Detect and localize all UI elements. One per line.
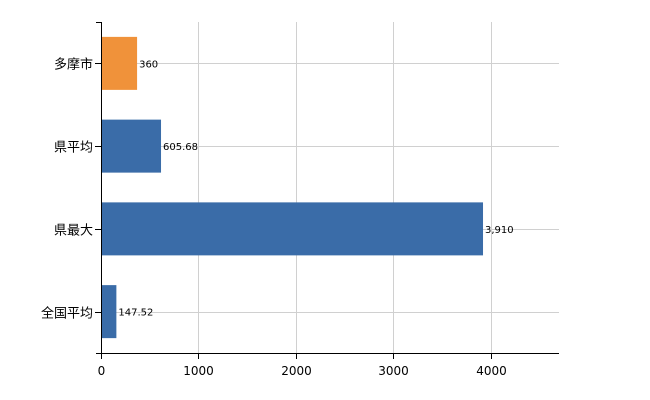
axes (95, 22, 559, 359)
grid-lines (101, 22, 559, 353)
x-tick-label: 2000 (281, 364, 312, 378)
category-label: 全国平均 (41, 306, 93, 322)
category-label: 県最大 (54, 224, 93, 239)
x-tick-label: 3000 (378, 364, 409, 378)
data-label: 360 (139, 59, 158, 70)
bar (102, 285, 117, 339)
data-label: 147.52 (118, 308, 153, 319)
x-tick-label: 4000 (476, 364, 507, 378)
x-tick-label: 0 (98, 364, 106, 378)
bar (102, 202, 484, 256)
bar (102, 36, 138, 90)
category-label: 県平均 (54, 141, 93, 156)
category-label: 多摩市 (54, 57, 93, 73)
data-label: 605.68 (163, 142, 198, 153)
data-label: 3,910 (485, 225, 514, 236)
bars (102, 36, 484, 339)
labels: 360 605.68 3,910 147.52 0 1000 2000 3000 4000 多摩市… (41, 57, 514, 379)
bar (102, 119, 162, 173)
x-tick-label: 1000 (183, 364, 214, 378)
